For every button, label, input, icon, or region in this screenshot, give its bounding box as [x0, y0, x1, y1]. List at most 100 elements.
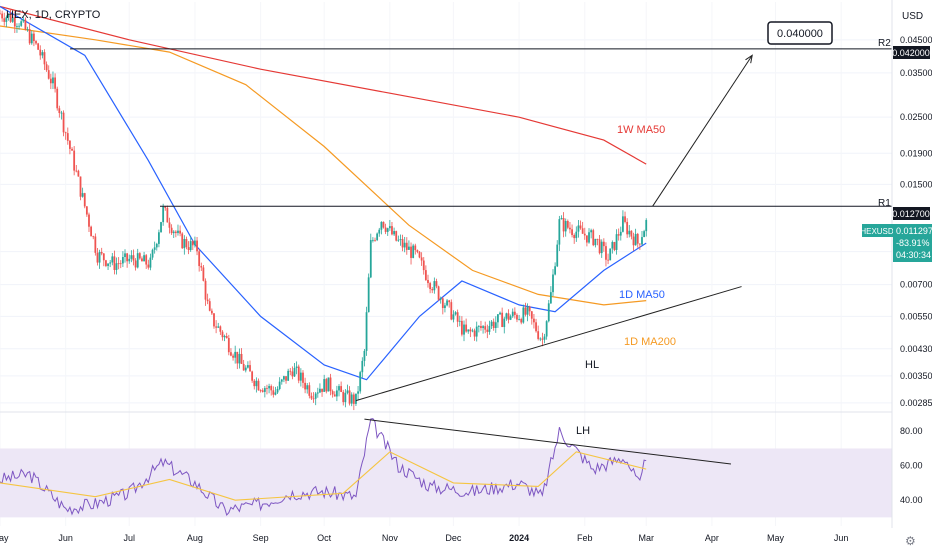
candle-body — [24, 19, 27, 30]
ma-line-1d-ma200 — [0, 25, 647, 306]
candle-body — [221, 331, 224, 338]
candle-body — [299, 372, 302, 381]
time-tick-label: 2024 — [509, 533, 529, 543]
candle-body — [79, 176, 82, 197]
candle-body — [128, 258, 131, 262]
price-badge-symbol: HEXUSD — [860, 227, 894, 236]
candle-body — [5, 17, 8, 22]
candle-body — [121, 257, 124, 264]
candle-body — [560, 218, 563, 220]
candle-body — [43, 52, 46, 65]
candle-body — [374, 239, 376, 241]
candle-body — [147, 264, 150, 268]
candle-body — [408, 246, 410, 250]
candle-body — [202, 267, 205, 281]
candle-body — [365, 312, 368, 351]
candle-body — [494, 322, 497, 328]
label-r2: R2 — [878, 38, 891, 49]
candle-body — [342, 391, 345, 403]
candle-body — [420, 257, 423, 261]
label-1d-ma200: 1D MA200 — [624, 336, 676, 348]
candle-body — [414, 245, 417, 251]
rsi-axis[interactable]: 80.00 60.00 40.00 — [900, 426, 923, 505]
rsi-trendline-lh — [364, 418, 732, 465]
candle-body — [191, 241, 194, 246]
candle-body — [444, 305, 446, 309]
candle-body — [270, 386, 273, 391]
candle-body — [590, 230, 593, 233]
label-lh: LH — [576, 425, 590, 437]
candle-body — [261, 390, 264, 392]
candle-body — [547, 303, 550, 322]
candle-body — [266, 388, 268, 389]
time-tick-label: Sep — [253, 533, 269, 543]
candle-body — [473, 330, 476, 337]
time-axis[interactable]: May Jun Jul Aug Sep Oct Nov Dec 2024 Feb Mar Apr May… — [0, 533, 848, 543]
svg-text:0.012700: 0.012700 — [892, 209, 930, 219]
candle-body — [484, 326, 487, 330]
candle-body — [422, 260, 425, 271]
candle-body — [369, 240, 372, 278]
candle-body — [92, 236, 95, 238]
candle-body — [624, 216, 626, 222]
candle-body — [367, 277, 370, 313]
candle-body — [208, 301, 211, 311]
candle-body — [511, 311, 514, 317]
candle-body — [85, 206, 88, 215]
candle-body — [632, 236, 635, 246]
candle-body — [427, 279, 429, 284]
candle-body — [524, 307, 527, 315]
candle-body — [380, 221, 383, 230]
candle-body — [331, 391, 334, 395]
candle-body — [355, 393, 357, 404]
candle-body — [535, 322, 537, 332]
candle-body — [562, 218, 565, 232]
candle-body — [429, 283, 432, 290]
candle-body — [81, 193, 84, 197]
candle-body — [174, 231, 177, 234]
candle-body — [33, 33, 35, 42]
gear-icon[interactable]: ⚙ — [905, 534, 916, 548]
candle-body — [117, 263, 120, 265]
candle-body — [272, 390, 275, 395]
candle-body — [592, 230, 595, 246]
candle-body — [454, 312, 457, 315]
candle-body — [219, 326, 222, 332]
candle-body — [634, 233, 637, 246]
candle-body — [132, 255, 135, 261]
candle-body — [66, 133, 69, 141]
candle-body — [543, 336, 546, 340]
candle-body — [304, 382, 307, 390]
ma-line-1w-ma50 — [0, 5, 647, 165]
candle-body — [378, 229, 381, 234]
candle-body — [564, 220, 567, 232]
candle-body — [338, 386, 340, 391]
candle-body — [569, 227, 571, 230]
candle-body — [100, 251, 103, 254]
candle-body — [1, 13, 4, 19]
candle-body — [236, 351, 239, 364]
candle-body — [386, 228, 389, 232]
candle-body — [361, 360, 364, 373]
target-callout[interactable]: 0.040000 — [767, 21, 833, 45]
time-tick-label: May — [767, 533, 785, 543]
candle-body — [232, 355, 234, 358]
candle-body — [497, 314, 499, 323]
candle-body — [115, 263, 118, 270]
candle-body — [26, 29, 29, 30]
candle-body — [151, 249, 154, 258]
candle-body — [463, 324, 465, 335]
candle-body — [391, 226, 393, 235]
time-tick-label: Apr — [705, 533, 719, 543]
candle-body — [210, 310, 213, 314]
candle-body — [259, 390, 262, 392]
time-tick-label: Aug — [187, 533, 203, 543]
r1-badge: 0.012700 — [892, 207, 930, 220]
candle-body — [185, 238, 188, 248]
candle-body — [230, 352, 232, 356]
candle-body — [611, 242, 614, 249]
candle-body — [268, 386, 270, 389]
